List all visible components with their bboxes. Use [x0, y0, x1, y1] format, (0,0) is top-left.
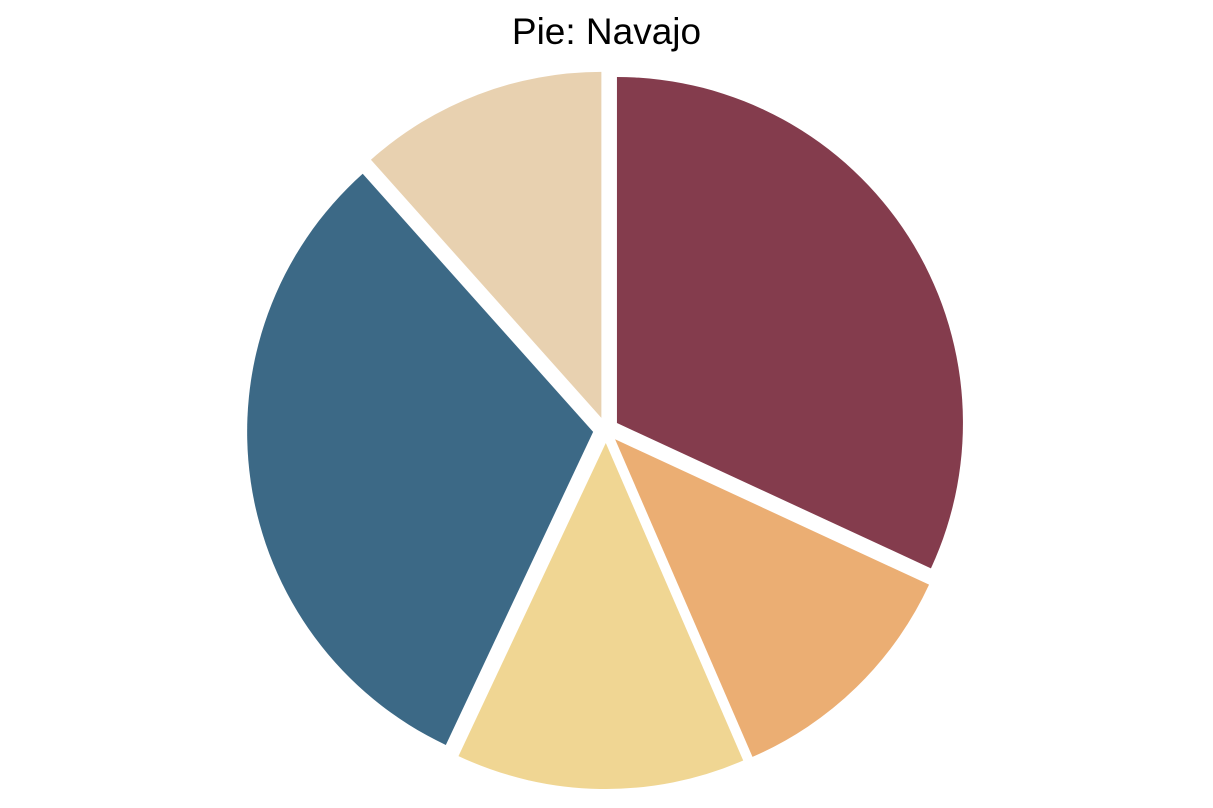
pie-slice-4 [247, 173, 594, 745]
chart-title: Pie: Navajo [511, 11, 702, 52]
pie-slices [247, 71, 963, 789]
pie-slice-1 [616, 77, 963, 569]
pie-slice-2 [615, 439, 930, 757]
pie-slice-3 [458, 443, 744, 789]
pie-slice-5 [370, 71, 602, 418]
